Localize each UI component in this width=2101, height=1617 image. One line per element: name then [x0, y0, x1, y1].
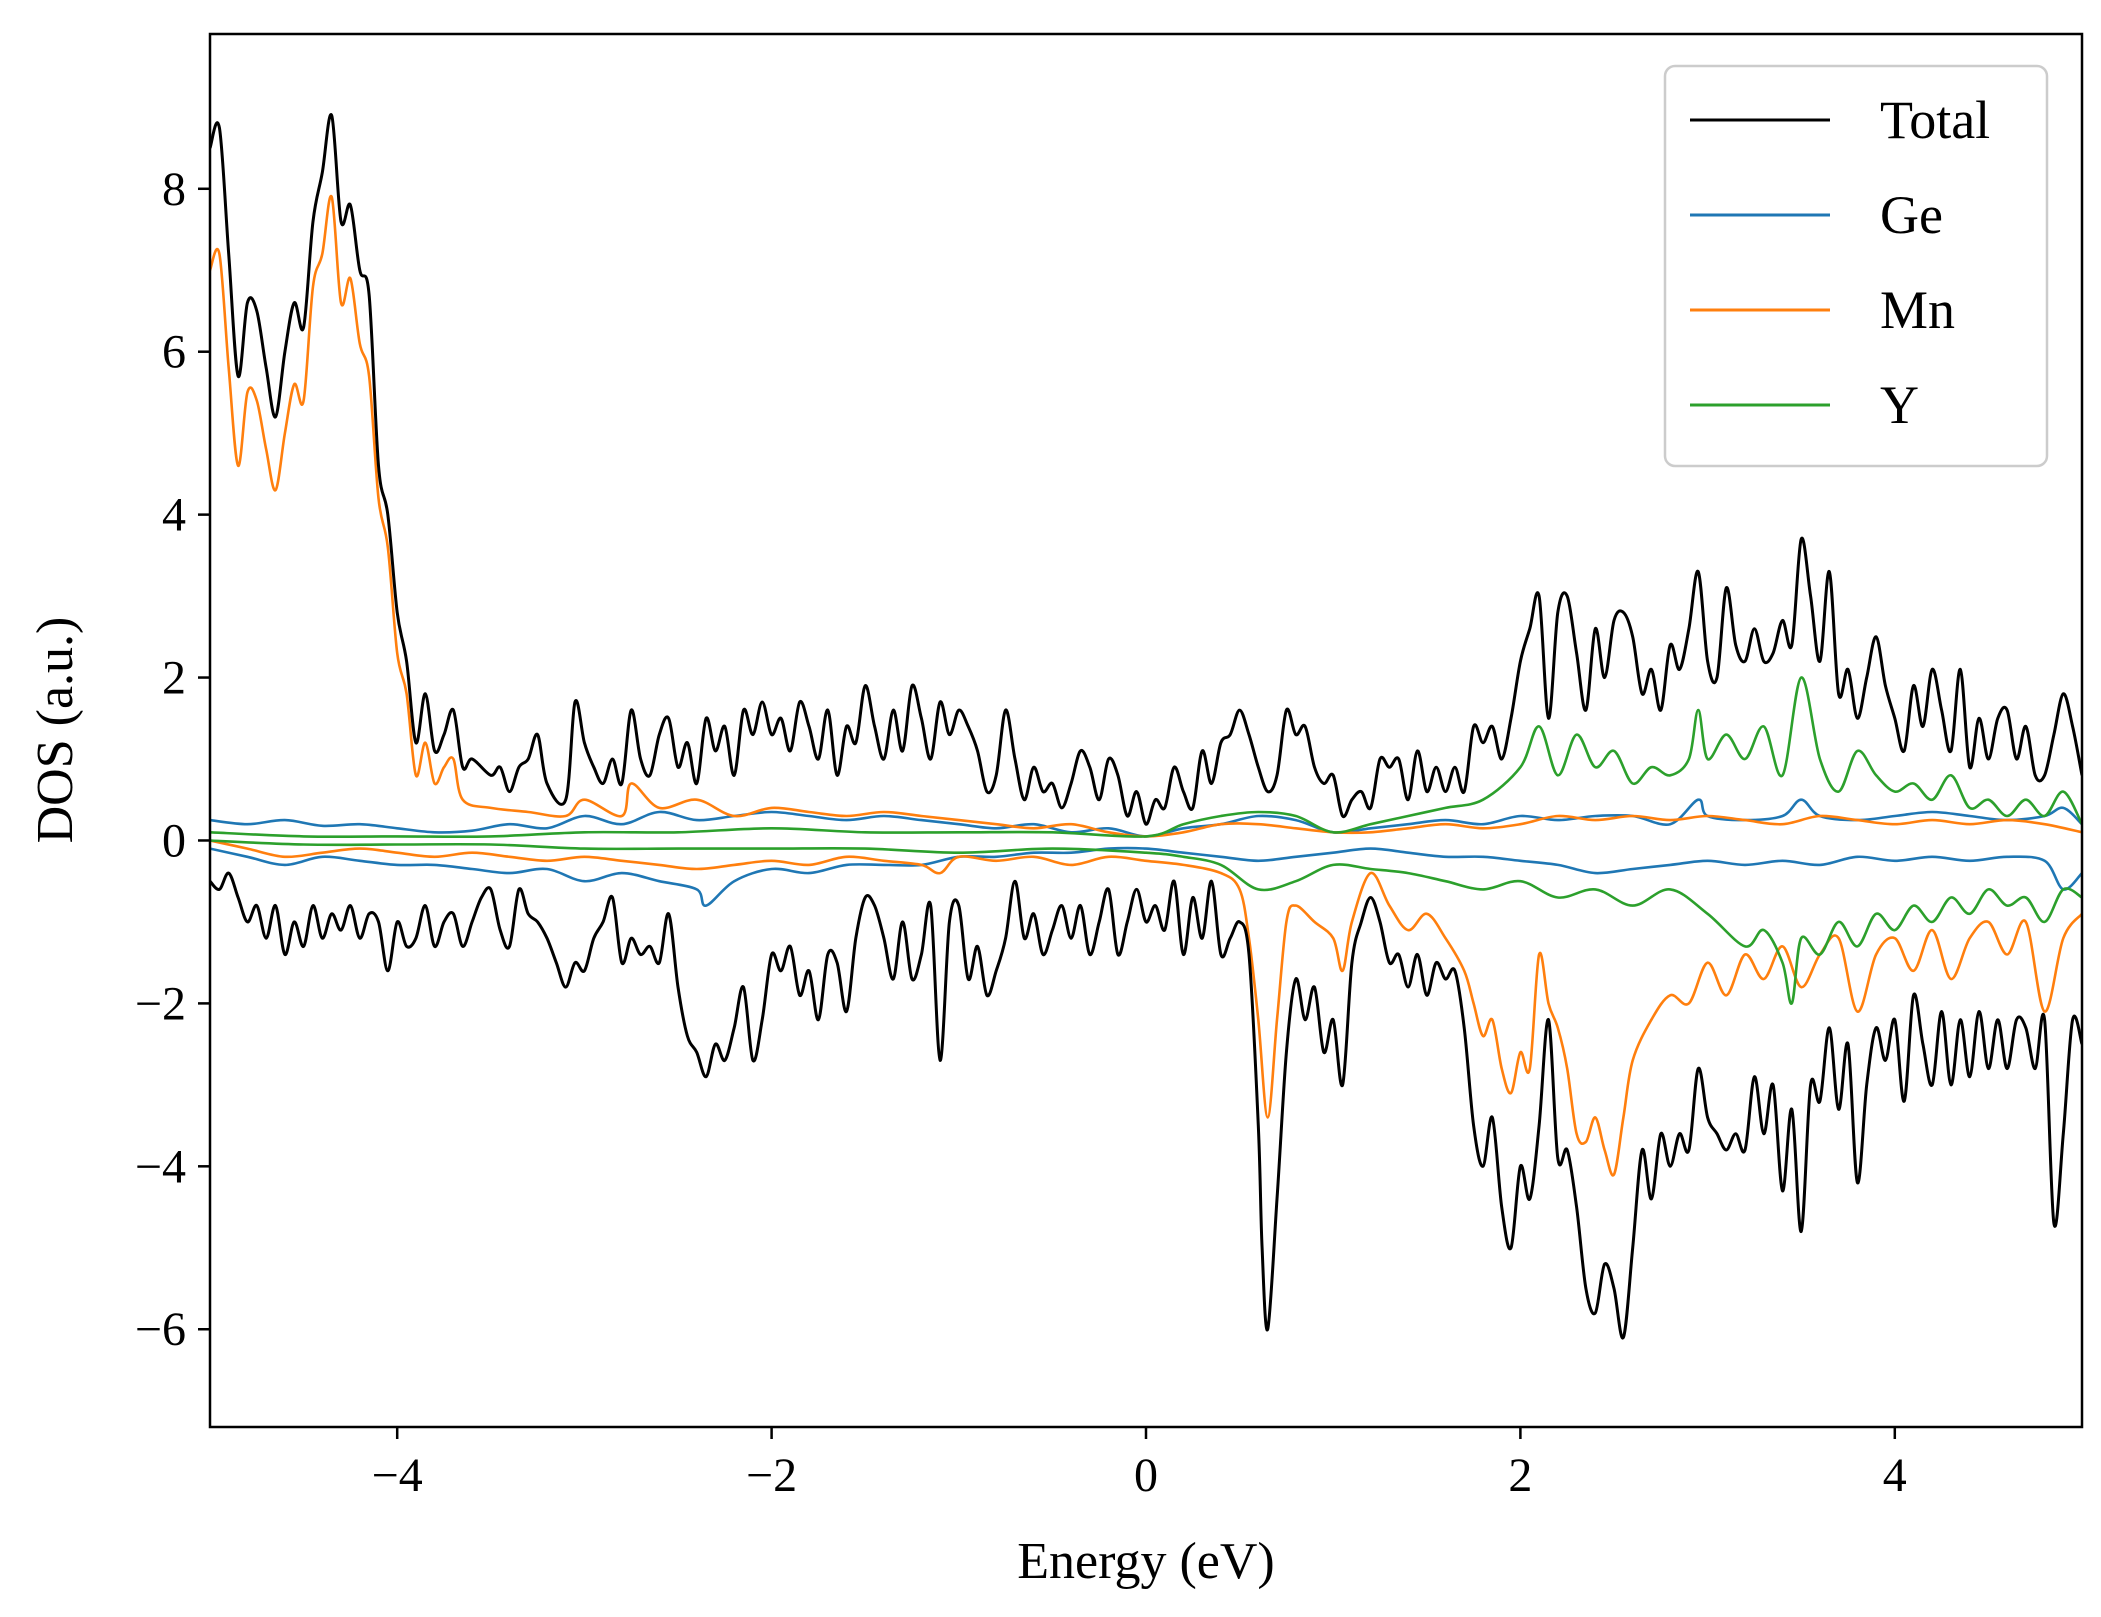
series-line-y-up — [210, 676, 2082, 839]
y-tick-label: 6 — [162, 326, 186, 379]
x-tick-label: 0 — [1134, 1449, 1158, 1502]
y-tick-label: −6 — [135, 1303, 186, 1356]
y-tick-label: 0 — [162, 814, 186, 867]
y-tick-label: 8 — [162, 163, 186, 216]
tick-layer: −4 −2 0 2 4 −6 −4 −2 0 2 4 6 8 — [135, 163, 1907, 1502]
series-line-mn-up — [210, 194, 2082, 838]
y-tick-label: −2 — [135, 977, 186, 1030]
series-line-total-down — [210, 871, 2082, 1340]
legend-label-ge: Ge — [1880, 185, 1943, 245]
y-tick-label: 4 — [162, 489, 186, 542]
y-tick-label: −4 — [135, 1140, 186, 1193]
series-line-y-down — [210, 839, 2082, 1005]
series-line-mn-down — [210, 839, 2082, 1177]
legend-label-total: Total — [1880, 90, 1990, 150]
legend-box — [1663, 64, 2049, 468]
legend: Total Ge Mn Y — [1663, 64, 2049, 468]
legend-label-y: Y — [1880, 375, 1919, 435]
series-line-total-up — [210, 113, 2082, 826]
x-axis-label: Energy (eV) — [1017, 1533, 1275, 1590]
y-tick-label: 2 — [162, 652, 186, 705]
x-tick-label: −2 — [746, 1449, 797, 1502]
series-layer — [210, 113, 2082, 1340]
legend-label-mn: Mn — [1880, 280, 1955, 340]
series-line-ge-down — [210, 846, 2082, 907]
x-tick-label: 2 — [1508, 1449, 1532, 1502]
x-tick-label: −4 — [372, 1449, 423, 1502]
y-axis-label: DOS (a.u.) — [27, 617, 84, 844]
x-tick-label: 4 — [1883, 1449, 1907, 1502]
series-line-ge-up — [210, 798, 2082, 838]
